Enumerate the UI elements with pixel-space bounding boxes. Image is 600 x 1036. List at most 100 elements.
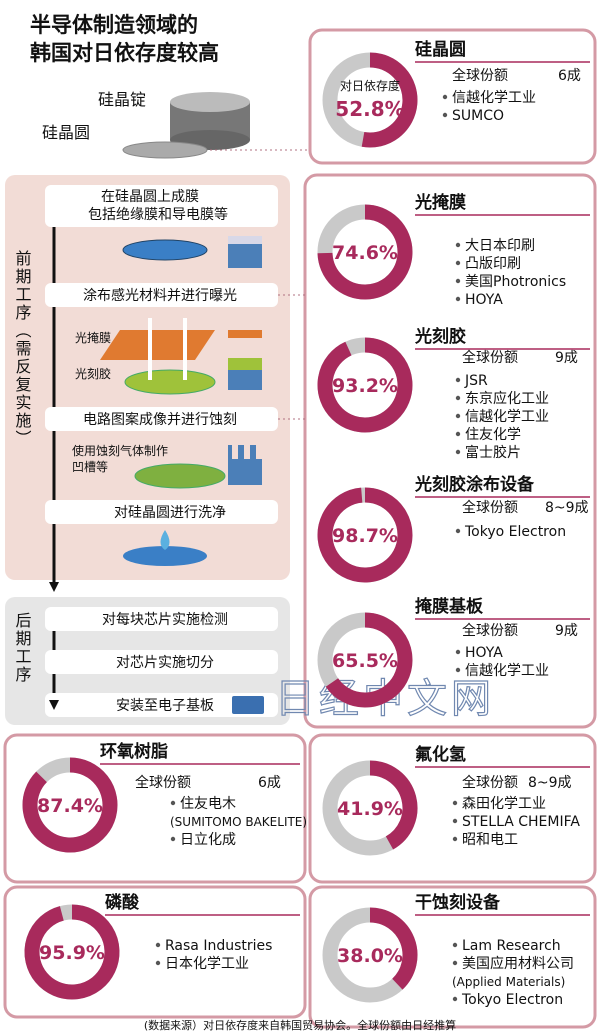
bullet [455,296,461,302]
company: 昭和电工 [462,832,518,848]
company: (Applied Materials) [452,975,565,989]
share-label: 全球份额 [135,774,191,791]
company: 美国应用材料公司 [462,955,574,972]
panel-title: 硅晶圆 [415,39,466,60]
bullet [452,996,458,1002]
company: 信越化学工业 [465,409,549,425]
step-box [45,693,278,717]
bullet [452,800,458,806]
value-label: 93.2% [332,375,398,397]
bullet [455,649,461,655]
etch-graphic [134,445,262,489]
step-text: 电路图案成像并进行蚀刻 [83,411,237,428]
share-value: 8~9成 [545,500,589,516]
bullet [455,278,461,284]
share-value: 9成 [555,350,578,366]
step-box [45,500,278,524]
bullet [155,942,161,948]
step-box [45,607,278,631]
panel-frames [3,28,597,1029]
value-label: 74.6% [332,242,398,264]
donut-arc [22,757,118,853]
share-label: 全球份额 [452,67,508,84]
value-label: 52.8% [335,97,404,121]
photomask-label: 光掩膜 [75,331,111,345]
share-label: 全球份额 [462,349,518,366]
panel-title: 干蚀刻设备 [415,892,501,913]
company: 信越化学工业 [465,663,549,679]
bullet [455,413,461,419]
company: 森田化学工业 [462,796,546,812]
panel-title: 光掩膜 [414,192,466,213]
bullet [442,112,448,118]
step-text: 涂布感光材料并进行曝光 [83,287,237,304]
step-text: 安装至电子基板 [116,697,214,714]
bullet [155,960,161,966]
value-label: 98.7% [332,525,398,547]
donut-arc [369,907,418,990]
panel-title: 氟化氢 [415,744,466,765]
bullet [452,960,458,966]
ingot-graphic [122,92,250,159]
donut-arc [317,337,413,433]
wafer-label: 硅晶圆 [42,123,90,142]
company: 富士胶片 [465,444,521,461]
wash-graphic [123,530,207,566]
company: (SUMITOMO BAKELITE) [170,815,307,829]
front-label: 前期工序（需反复实施） [13,250,32,448]
bullet [170,800,176,806]
step-text: 包括绝缘膜和导电膜等 [88,206,228,223]
donut-arc [361,52,418,148]
company: 日立化成 [180,832,236,848]
company: 住友化学 [465,427,521,443]
step-box [45,650,278,674]
bullet [455,528,461,534]
step-text: 对硅晶圆进行洗净 [114,505,226,521]
bullet [455,395,461,401]
bullet [452,818,458,824]
company: 凸版印刷 [465,256,521,272]
company: SUMCO [452,108,504,124]
arrow [49,700,59,710]
bullet [455,667,461,673]
bullet [452,942,458,948]
share-label: 全球份额 [462,622,518,639]
value-label: 41.9% [337,798,403,820]
source-note: (数据来源）对日依存度来自韩国贸易协会。全球份额由日经推算 [144,1018,456,1032]
step-box [45,407,278,431]
bullet [455,242,461,248]
value-label: 87.4% [37,795,103,817]
share-value: 6成 [258,775,281,791]
company: Lam Research [462,938,561,954]
company: Rasa Industries [165,938,272,954]
value-label: 65.5% [332,650,398,672]
etch-note: 使用蚀刻气体制作 [72,443,168,458]
step-text: 对芯片实施切分 [116,655,214,671]
share-label: 全球份额 [462,499,518,516]
arrow [49,582,59,592]
value-label: 38.0% [337,945,403,967]
bullet [455,431,461,437]
donut-arc [24,904,120,1000]
company: 东京应化工业 [465,390,549,407]
company: Tokyo Electron [461,992,563,1008]
bullet [455,449,461,455]
donut-arc [325,612,413,708]
donut-arc [317,204,413,300]
company: 住友电木 [180,796,236,812]
chip-graphic [232,696,264,714]
step-box [45,185,278,227]
company: Tokyo Electron [464,524,566,540]
company: 大日本印刷 [465,238,535,254]
bullet [442,94,448,100]
company: STELLA CHEMIFA [462,814,580,830]
bullet [455,377,461,383]
donut-arc [317,487,413,583]
share-value: 8~9成 [528,775,572,791]
company: HOYA [465,645,503,661]
panel-title: 磷酸 [105,892,140,913]
company: JSR [464,373,488,389]
company: 美国Photronics [465,274,566,290]
panel-title: 光刻胶涂布设备 [414,474,535,495]
